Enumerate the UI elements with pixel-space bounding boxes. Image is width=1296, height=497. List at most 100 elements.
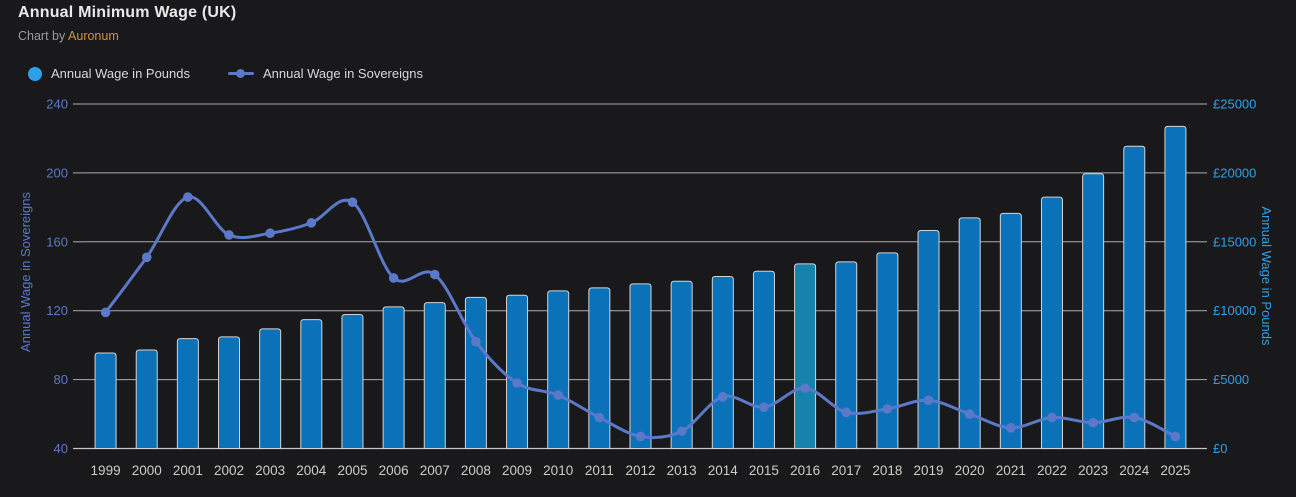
y-axis-label-right: £0 [1213,441,1227,456]
bar-2004[interactable] [300,319,323,449]
point-2003[interactable] [265,228,275,238]
legend-item-sovereigns[interactable]: Annual Wage in Sovereigns [228,66,423,81]
point-2015[interactable] [759,402,769,412]
chart-legend: Annual Wage in Pounds Annual Wage in Sov… [28,66,423,81]
chart-subtitle: Chart by Auronum [18,29,119,43]
point-2002[interactable] [224,230,234,240]
bar-2021[interactable] [999,212,1022,449]
legend-label: Annual Wage in Pounds [51,66,191,81]
bar-2022[interactable] [1040,196,1063,449]
x-axis-label: 2021 [996,463,1026,478]
x-axis-label: 2014 [708,463,739,478]
point-2013[interactable] [676,426,687,437]
x-axis-label: 2017 [831,463,861,478]
point-2018[interactable] [882,404,893,414]
point-2004[interactable] [306,218,317,228]
y-axis-label-right: £25000 [1213,97,1256,112]
bar-2011[interactable] [588,287,611,449]
point-2023[interactable] [1088,417,1098,428]
x-axis-label: 2003 [255,463,285,478]
x-axis-label: 2007 [420,463,450,478]
y-axis-label-left: 200 [46,165,68,180]
subtitle-prefix: Chart by [18,29,69,43]
bar-1999[interactable] [94,352,117,449]
bar-2001[interactable] [176,338,199,449]
x-axis-label: 2025 [1160,463,1190,478]
x-axis-label: 2005 [337,463,367,478]
legend-item-pounds[interactable]: Annual Wage in Pounds [28,66,190,81]
y-axis-label-right: £10000 [1213,303,1256,318]
right-axis-title: Annual Wage in Pounds [1259,206,1274,346]
page-title: Annual Minimum Wage (UK) [18,4,237,21]
point-2021[interactable] [1006,423,1016,433]
pounds-series-swatch-icon [28,66,42,81]
point-2019[interactable] [923,395,934,406]
point-2005[interactable] [347,197,358,207]
x-axis-label: 2013 [667,463,697,478]
bar-2016[interactable] [794,263,817,449]
point-2017[interactable] [841,407,852,418]
x-axis-label: 2016 [790,463,820,478]
point-2009[interactable] [512,378,522,388]
point-2008[interactable] [471,336,481,347]
y-axis-label-left: 160 [46,234,68,249]
bar-2000[interactable] [135,349,158,449]
point-2010[interactable] [553,390,564,400]
bar-2017[interactable] [835,261,858,449]
bar-2008[interactable] [464,296,487,449]
bar-2013[interactable] [670,280,693,449]
x-axis-label: 2004 [296,463,327,478]
point-2000[interactable] [141,252,152,263]
bar-2025[interactable] [1164,125,1187,449]
point-2006[interactable] [388,273,399,283]
point-2016[interactable] [800,383,810,394]
bar-2020[interactable] [958,217,981,449]
x-axis-label: 2008 [461,463,491,478]
bar-2019[interactable] [917,230,940,449]
y-axis-label-right: £15000 [1213,234,1256,249]
x-axis-label: 2015 [749,463,779,478]
point-2024[interactable] [1129,412,1140,423]
x-axis-label: 2012 [625,463,655,478]
point-2014[interactable] [717,392,728,402]
x-axis-label: 2006 [379,463,409,478]
y-axis-label-right: £20000 [1213,165,1256,180]
bar-2002[interactable] [218,336,241,449]
point-2022[interactable] [1047,412,1057,423]
left-axis-title: Annual Wage in Sovereigns [18,192,33,352]
x-axis-label: 2018 [872,463,902,478]
bar-2023[interactable] [1082,173,1105,449]
x-axis-label: 2001 [173,463,203,478]
bar-2006[interactable] [382,306,405,449]
x-axis-label: 2020 [955,463,985,478]
point-2011[interactable] [594,412,605,423]
bar-2012[interactable] [629,283,652,449]
y-axis-label-right: £5000 [1213,372,1249,387]
bar-2010[interactable] [547,290,570,449]
bar-2018[interactable] [876,252,899,449]
point-1999[interactable] [100,307,111,318]
x-axis-label: 2010 [543,463,573,478]
bar-2005[interactable] [341,314,364,449]
x-axis-label: 1999 [91,463,121,478]
brand-link[interactable]: Auronum [68,29,119,43]
x-axis-label: 2000 [132,463,162,478]
y-axis-label-left: 80 [54,372,68,387]
point-2025[interactable] [1170,431,1181,442]
bar-2024[interactable] [1123,145,1146,449]
y-axis-label-left: 240 [46,97,68,112]
x-axis-label: 2024 [1119,463,1150,478]
x-axis-label: 2002 [214,463,244,478]
bar-2003[interactable] [259,328,282,449]
point-2001[interactable] [183,192,193,202]
bar-2007[interactable] [423,302,446,449]
bar-2014[interactable] [711,276,734,449]
y-axis-label-left: 40 [54,441,68,456]
bar-2009[interactable] [506,294,529,449]
point-2020[interactable] [964,409,975,419]
point-2012[interactable] [635,431,646,442]
bar-2015[interactable] [752,270,775,449]
point-2007[interactable] [429,269,440,280]
